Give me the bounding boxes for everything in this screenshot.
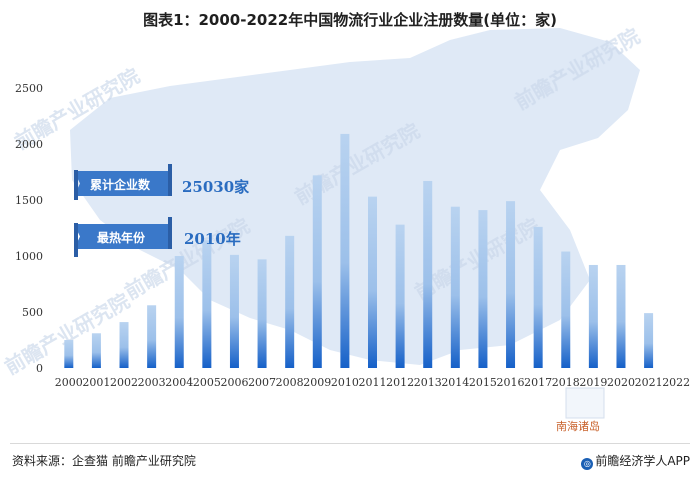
peak-value: 2010年	[184, 230, 241, 248]
x-tick-label: 2011	[359, 376, 387, 389]
bar-2004	[174, 256, 184, 368]
x-tick-label: 2020	[607, 376, 635, 389]
bar-2018	[561, 251, 571, 368]
bar-2008	[285, 235, 295, 368]
x-tick-label: 2001	[82, 376, 110, 389]
x-axis: 2000 2001 2002 2003 2004 2005 2006 2007 2008 2009…	[55, 376, 690, 389]
peak-annotation: 最热年份 2010年	[74, 217, 241, 257]
chart-title: 图表1：2000-2022年中国物流行业企业注册数量(单位：家)	[143, 11, 557, 29]
bar-2021	[644, 313, 654, 368]
x-tick-label: 2002	[110, 376, 138, 389]
bar-2002	[119, 322, 129, 368]
map-label: 南海诸岛	[556, 419, 600, 433]
x-tick-label: 2013	[414, 376, 442, 389]
peak-label: 最热年份	[97, 230, 146, 245]
footer-brand: ◎ 前瞻经济学人APP	[581, 452, 690, 470]
bar-2011	[368, 196, 377, 368]
bar-2000	[64, 340, 74, 368]
bar-2013	[423, 180, 433, 368]
x-tick-label: 2014	[441, 376, 469, 389]
y-tick-label: 1000	[15, 250, 43, 263]
total-annotation: 累计企业数 25030家	[74, 164, 249, 200]
y-tick-label: 2000	[15, 138, 43, 151]
y-tick-label: 2500	[15, 82, 43, 95]
x-tick-label: 2005	[193, 376, 221, 389]
x-tick-label: 2004	[165, 376, 193, 389]
x-tick-label: 2009	[303, 376, 331, 389]
bar-2006	[229, 254, 239, 368]
y-tick-label: 0	[36, 362, 43, 375]
china-map-background	[70, 28, 640, 419]
bar-2017	[533, 226, 543, 368]
x-tick-label: 2008	[276, 376, 304, 389]
bar-2003	[147, 305, 157, 368]
bar-2007	[257, 259, 267, 368]
x-tick-label: 2000	[55, 376, 83, 389]
x-tick-label: 2021	[635, 376, 663, 389]
x-tick-label: 2022	[662, 376, 690, 389]
x-tick-label: 2012	[386, 376, 414, 389]
x-tick-label: 2010	[331, 376, 359, 389]
x-tick-label: 2017	[524, 376, 552, 389]
bars	[64, 133, 654, 368]
x-tick-label: 2007	[248, 376, 276, 389]
bar-2001	[91, 333, 101, 368]
x-tick-label: 2006	[220, 376, 248, 389]
x-tick-label: 2019	[579, 376, 607, 389]
bar-2020	[616, 264, 626, 368]
total-label: 累计企业数	[90, 177, 151, 192]
bar-2015	[478, 210, 488, 368]
bar-2019	[588, 264, 598, 368]
brand-logo-icon: ◎	[581, 458, 594, 470]
y-tick-label: 500	[22, 306, 43, 319]
bar-2009	[312, 175, 322, 368]
peak-banner	[74, 224, 170, 249]
total-banner	[74, 171, 170, 196]
x-tick-label: 2015	[469, 376, 497, 389]
bar-2012	[395, 224, 405, 368]
x-tick-label: 2016	[497, 376, 525, 389]
total-value: 25030家	[182, 178, 249, 196]
bar-2005	[202, 240, 212, 368]
footer-source: 资料来源：企查猫 前瞻产业研究院	[12, 454, 196, 468]
footer-divider	[10, 443, 690, 444]
bar-2010	[340, 133, 350, 368]
y-axis: 0 500 1000 1500 2000 2500	[15, 82, 43, 375]
brand-name: 前瞻经济学人APP	[595, 454, 690, 468]
x-tick-label: 2003	[138, 376, 166, 389]
bar-chart: 南海诸岛 前瞻产业研究院 前瞻产业研究院 前瞻产业研究院 前瞻产业研究院 前瞻产…	[1, 24, 691, 433]
x-tick-label: 2018	[552, 376, 580, 389]
y-tick-label: 1500	[15, 194, 43, 207]
bar-2014	[450, 206, 460, 368]
bar-2016	[506, 201, 516, 368]
